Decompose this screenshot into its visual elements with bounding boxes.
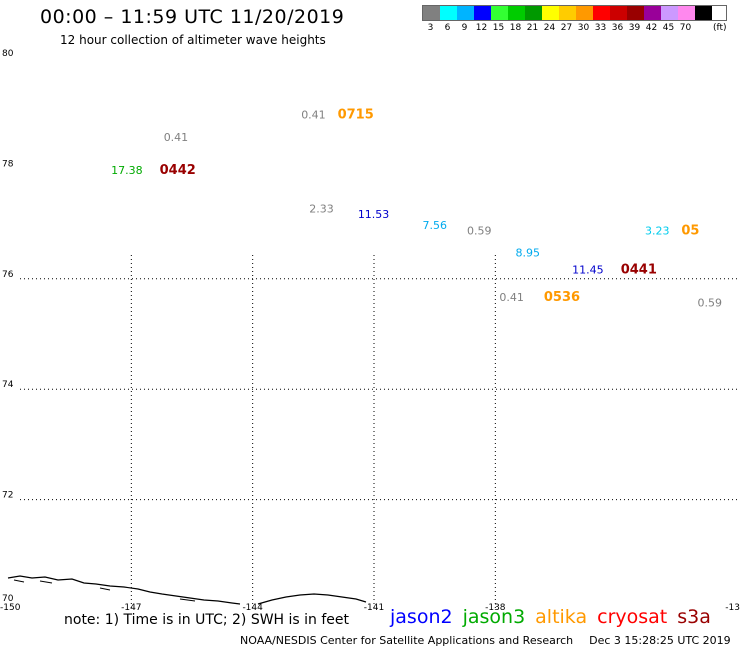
color-scale-tick: 18 <box>509 23 522 33</box>
color-scale-tick: 27 <box>560 23 573 33</box>
color-scale-tick: 70 <box>679 23 692 33</box>
color-swatch <box>542 6 559 20</box>
latitude-label: 78 <box>2 159 14 169</box>
satellite-legend-item: jason3 <box>462 606 526 628</box>
color-swatch <box>678 6 695 20</box>
color-swatch <box>695 6 712 20</box>
color-scale-tick: 12 <box>475 23 488 33</box>
color-swatch <box>627 6 644 20</box>
color-scale-tick: 21 <box>526 23 539 33</box>
color-scale-tick: 42 <box>645 23 658 33</box>
longitude-label: -138 <box>485 603 506 613</box>
color-scale-tick: 9 <box>461 23 468 33</box>
color-swatch <box>593 6 610 20</box>
latitude-label: 70 <box>2 594 14 604</box>
longitude-label: -144 <box>242 603 263 613</box>
color-scale-unit: (ft) <box>713 23 727 33</box>
color-swatch <box>474 6 491 20</box>
latitude-label: 74 <box>2 380 14 390</box>
pass-time-label: 0715 <box>338 108 374 123</box>
color-scale-tick: 24 <box>543 23 556 33</box>
pass-time-label: 0441 <box>621 262 657 277</box>
color-scale-tick: 3 <box>427 23 434 33</box>
color-scale-tick: 36 <box>611 23 624 33</box>
map-title: 00:00 – 11:59 UTC 11/20/2019 <box>40 6 345 28</box>
color-swatch <box>525 6 542 20</box>
longitude-label: -141 <box>364 603 384 613</box>
satellite-legend-item: s3a <box>677 606 711 628</box>
wave-height-value: 8.95 <box>516 247 541 260</box>
latitude-label: 72 <box>2 491 13 501</box>
color-swatch <box>661 6 678 20</box>
color-scale-tick: 6 <box>444 23 451 33</box>
color-scale-swatches <box>422 5 727 21</box>
color-swatch <box>508 6 525 20</box>
color-swatch <box>440 6 457 20</box>
longitude-label: -147 <box>121 603 141 613</box>
color-scale-tick: 39 <box>628 23 641 33</box>
units-note: note: 1) Time is in UTC; 2) SWH is in fe… <box>64 612 350 628</box>
coastline <box>7 575 367 605</box>
wave-height-value: 0.41 <box>499 291 524 304</box>
pass-time-label: 05 <box>681 224 699 239</box>
coastline-west <box>7 575 241 605</box>
color-scale-tick: 33 <box>594 23 607 33</box>
color-scale-tick: 15 <box>492 23 505 33</box>
lat-lon-grid <box>20 255 738 610</box>
coastline-east <box>257 593 367 605</box>
color-scale-legend: 3 6 9 12 15 18 21 24 27 30 33 36 39 42 45 70 (ft) <box>422 5 727 33</box>
axis-labels: -150 -147 -144 -141 -138 -13 70 72 74 76 78 80 <box>0 49 740 613</box>
color-swatch <box>576 6 593 20</box>
color-scale-tick: 45 <box>662 23 675 33</box>
wave-height-value: 0.41 <box>301 109 326 122</box>
color-swatch <box>457 6 474 20</box>
color-swatch <box>491 6 508 20</box>
wave-height-value: 2.33 <box>309 203 334 216</box>
wave-height-value: 0.59 <box>698 296 723 309</box>
pass-time-label: 0442 <box>160 163 196 178</box>
credit-text: NOAA/NESDIS Center for Satellite Applica… <box>240 634 574 647</box>
color-swatch <box>644 6 661 20</box>
satellite-legend-item: cryosat <box>597 606 668 628</box>
color-scale-ticks: 3 6 9 12 15 18 21 24 27 30 33 36 39 42 45 70 (ft) <box>422 23 727 33</box>
wave-height-value: 7.56 <box>423 219 448 232</box>
wave-height-value: 0.41 <box>164 131 189 144</box>
color-swatch <box>559 6 576 20</box>
wave-height-value: 0.59 <box>467 225 492 238</box>
wave-observations: 0.41 0715 0.41 17.38 0442 2.33 11.53 7.56 0.59 3.… <box>111 108 722 310</box>
wave-height-value: 3.23 <box>645 225 670 238</box>
map-subtitle: 12 hour collection of altimeter wave hei… <box>60 33 326 47</box>
color-scale-tick: 30 <box>577 23 590 33</box>
longitude-label: -150 <box>0 603 21 613</box>
credit-line: NOAA/NESDIS Center for Satellite Applica… <box>240 634 731 647</box>
latitude-label: 80 <box>2 49 14 59</box>
latitude-label: 76 <box>2 270 14 280</box>
coastline-west-islands <box>13 579 196 602</box>
satellite-legend: jason2 jason3 altika cryosat s3a <box>390 606 721 628</box>
generated-timestamp: Dec 3 15:28:25 UTC 2019 <box>589 634 731 647</box>
color-swatch <box>423 6 440 20</box>
wave-height-value: 17.38 <box>111 164 143 177</box>
wave-height-value: 11.53 <box>358 208 390 221</box>
wave-height-value: 11.45 <box>572 263 604 276</box>
pass-time-label: 0536 <box>544 290 580 305</box>
longitude-label: -13 <box>725 603 740 613</box>
color-swatch <box>610 6 627 20</box>
satellite-legend-item: altika <box>535 606 588 628</box>
satellite-legend-item: jason2 <box>390 606 453 628</box>
